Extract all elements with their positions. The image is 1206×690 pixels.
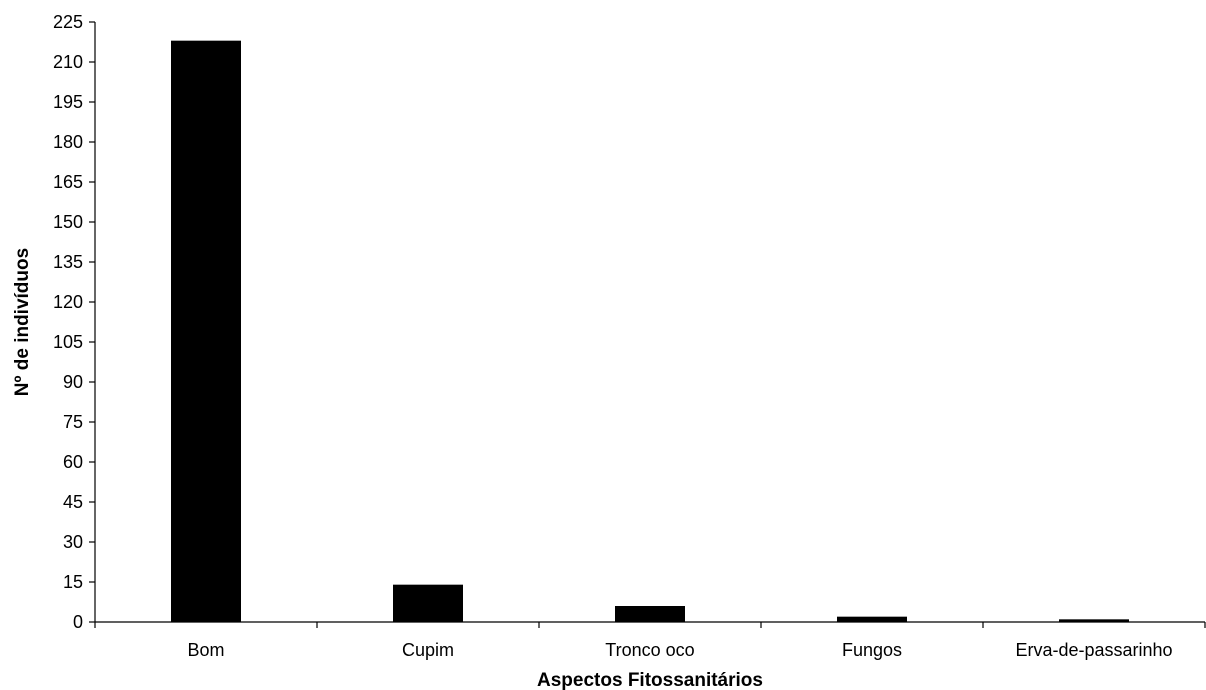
y-tick-label: 180 — [53, 132, 83, 152]
y-tick-label: 0 — [73, 612, 83, 632]
y-tick-label: 45 — [63, 492, 83, 512]
x-tick-label-tronco-oco: Tronco oco — [605, 640, 694, 660]
y-tick-label: 15 — [63, 572, 83, 592]
x-axis-ticks: Bom Cupim Tronco oco Fungos Erva-de-passarin… — [94, 622, 1206, 660]
axes-layer — [94, 22, 1205, 623]
y-tick-label: 165 — [53, 172, 83, 192]
bar-erva-de-passarinho — [1059, 619, 1129, 622]
bar-tronco-oco — [615, 606, 685, 622]
y-axis-ticks: 0 15 30 45 60 75 90 105 120 135 150 165 180 195 210 225 — [53, 12, 95, 632]
y-tick-label: 60 — [63, 452, 83, 472]
y-tick-label: 225 — [53, 12, 83, 32]
y-tick-label: 90 — [63, 372, 83, 392]
bar-bom — [171, 40, 241, 622]
y-tick-label: 120 — [53, 292, 83, 312]
x-tick-label-cupim: Cupim — [402, 640, 454, 660]
x-tick-label-bom: Bom — [187, 640, 224, 660]
bar-fungos — [837, 616, 907, 622]
x-tick-label-erva-de-passarinho: Erva-de-passarinho — [1015, 640, 1172, 660]
bars-layer — [171, 40, 1129, 622]
y-tick-label: 105 — [53, 332, 83, 352]
y-tick-label: 75 — [63, 412, 83, 432]
y-axis-title: Nº de indivíduos — [12, 248, 33, 396]
x-tick-label-fungos: Fungos — [842, 640, 902, 660]
y-tick-label: 210 — [53, 52, 83, 72]
bar-cupim — [393, 584, 463, 622]
y-tick-label: 150 — [53, 212, 83, 232]
x-axis-title: Aspectos Fitossanitários — [537, 670, 763, 690]
y-tick-label: 30 — [63, 532, 83, 552]
y-tick-label: 195 — [53, 92, 83, 112]
y-tick-label: 135 — [53, 252, 83, 272]
